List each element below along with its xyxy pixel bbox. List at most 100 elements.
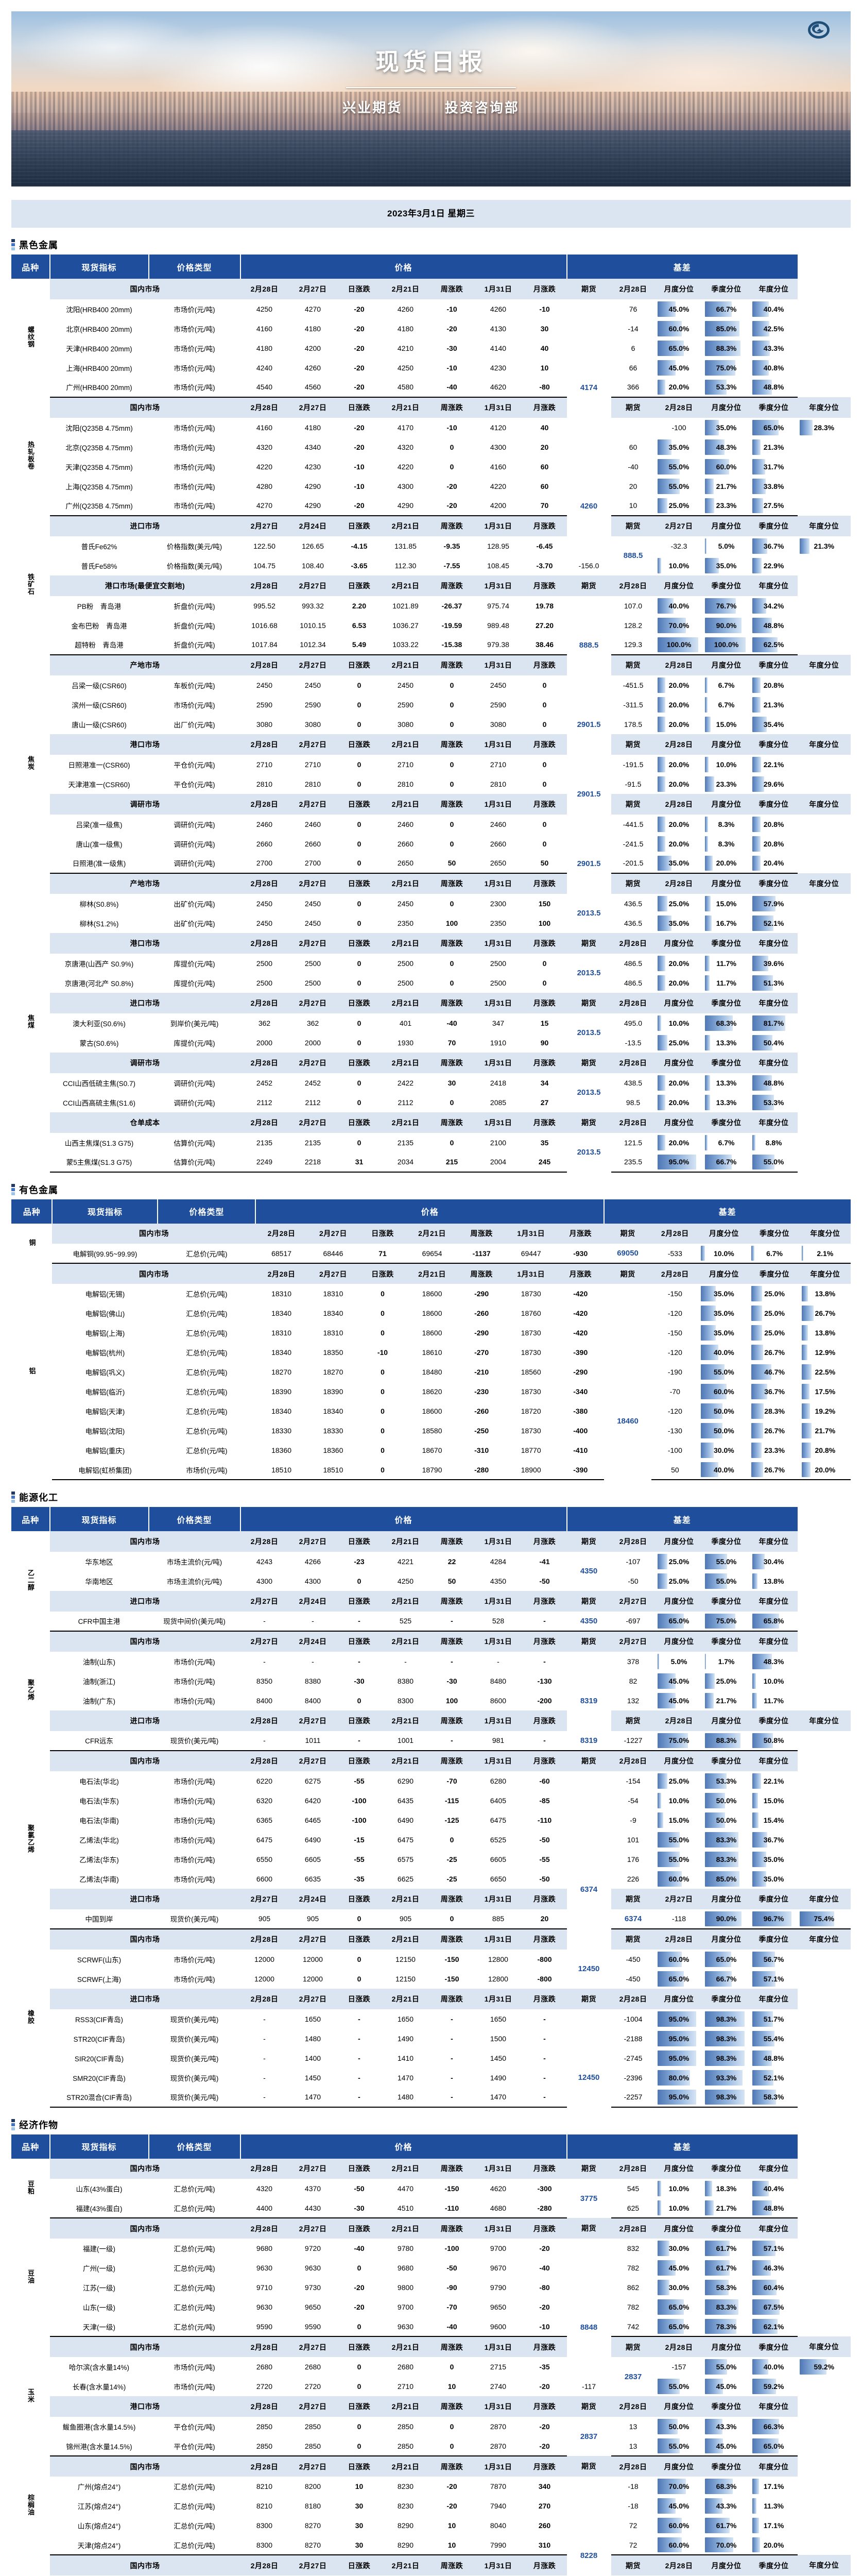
row-weekly-change: -310 [458, 1440, 505, 1460]
row-price-d2: 18350 [307, 1343, 359, 1362]
section-title-2: 能源化工 [11, 1490, 862, 1504]
row-daily-change: - [337, 2009, 382, 2029]
th-date-2: 日涨跌 [337, 1631, 382, 1652]
row-price-d3: 525 [382, 1612, 430, 1631]
th-year-quantile: 年度分位 [798, 1710, 851, 1731]
row-price-d3: 6575 [382, 1850, 430, 1869]
row-basis: 72 [611, 2516, 656, 2535]
th-quarter-quantile: 季度分位 [750, 516, 798, 536]
row-month-quantile: 20.0% [656, 973, 703, 993]
row-indicator: 沈阳(HRB400 20mm) [50, 299, 149, 319]
th-month-quantile: 月度分位 [656, 575, 703, 596]
row-quarter-quantile: 15.0% [703, 894, 750, 913]
row-quarter-quantile: 65.0% [750, 418, 798, 437]
row-month-quantile: 45.0% [656, 1691, 703, 1710]
row-weekly-change: -15.38 [430, 635, 474, 655]
variety-cell: 乙二醇 [12, 1531, 50, 1631]
row-indicator: 吕梁(准一级焦) [50, 815, 149, 834]
row-daily-change: 6.53 [337, 616, 382, 635]
th-futures: 期货 [567, 2396, 611, 2417]
row-futures-price: 4350 [567, 1552, 611, 1591]
row-monthly-change: 0 [523, 774, 567, 794]
row-price-d1: 905 [240, 1909, 289, 1929]
row-price-d4: 1650 [474, 2009, 523, 2029]
row-monthly-change: -300 [523, 2179, 567, 2198]
row-month-quantile: 15.0% [656, 1810, 703, 1830]
row-futures-empty [567, 299, 611, 319]
row-indicator: 电解铝(虹桥集团) [52, 1460, 158, 1480]
row-indicator: 电石法(华北) [50, 1771, 149, 1791]
th-date-5: 1月31日 [474, 516, 523, 536]
row-monthly-change: - [523, 1652, 567, 1671]
row-basis: 495.0 [611, 1013, 656, 1033]
th-date-6: 月涨跌 [523, 933, 567, 954]
row-month-quantile: 65.0% [656, 2317, 703, 2336]
th-date-5: 1月31日 [474, 1112, 523, 1133]
row-price-d2: 6420 [289, 1791, 337, 1810]
row-quarter-quantile: 43.3% [703, 2417, 750, 2436]
row-price-d3: 6490 [382, 1810, 430, 1830]
variety-cell: 热轧板卷 [12, 397, 50, 516]
row-quarter-quantile: 8.3% [703, 834, 750, 854]
row-basis: 742 [611, 2317, 656, 2336]
row-quarter-quantile: 45.0% [703, 2377, 750, 2396]
row-price-d1: - [240, 1731, 289, 1751]
row-price-d2: 4370 [289, 2179, 337, 2198]
th-date-4: 周涨跌 [430, 1710, 474, 1731]
th-month-quantile: 月度分位 [656, 1989, 703, 2009]
row-month-quantile: 45.0% [656, 358, 703, 378]
th-date-4: 周涨跌 [430, 397, 474, 418]
th-indicator: 现货指标 [50, 2134, 149, 2158]
row-price-d1: 18360 [255, 1440, 307, 1460]
row-futures-price: 4260 [567, 457, 611, 556]
th-date-2: 日涨跌 [337, 397, 382, 418]
th-date-6: 月涨跌 [523, 2336, 567, 2357]
row-price-type: 库提价(元/吨) [149, 1033, 240, 1053]
row-price-d2: 6605 [289, 1850, 337, 1869]
row-price-d3: 1036.27 [382, 616, 430, 635]
row-price-type: 汇总价(元/吨) [149, 2239, 240, 2258]
row-price-d3: 1490 [382, 2029, 430, 2048]
th-date-4: 周涨跌 [430, 655, 474, 675]
row-monthly-change: 35 [523, 1133, 567, 1153]
row-year-quantile: 48.3% [750, 1652, 798, 1671]
row-price-d4: 2715 [474, 2357, 523, 2377]
row-price-d2: 1470 [289, 2088, 337, 2107]
row-price-d2: 18340 [307, 1303, 359, 1323]
th-date-6: 月涨跌 [523, 1631, 567, 1652]
section-marker-icon [11, 2119, 15, 2130]
row-price-d3: 1033.22 [382, 635, 430, 655]
th-date-5: 1月31日 [474, 794, 523, 815]
row-monthly-change: -20 [523, 2297, 567, 2317]
th-year-quantile: 年度分位 [798, 873, 851, 894]
row-quarter-quantile: 85.0% [703, 319, 750, 338]
row-year-quantile: 40.8% [750, 358, 798, 378]
th-date-2: 日涨跌 [337, 1989, 382, 2009]
row-basis: -100 [651, 1440, 699, 1460]
row-price-d3: 9680 [382, 2258, 430, 2278]
row-month-quantile: 95.0% [656, 2029, 703, 2048]
row-basis: -14 [611, 319, 656, 338]
th-price-type: 价格类型 [149, 255, 240, 279]
th-date-5: 1月31日 [474, 1531, 523, 1552]
row-basis: 60 [611, 437, 656, 457]
row-price-d1: 995.52 [240, 596, 289, 616]
th-date-5: 1月31日 [474, 655, 523, 675]
th-date-2: 日涨跌 [337, 2555, 382, 2575]
row-year-quantile: 21.3% [750, 695, 798, 715]
row-price-type: 平仓价(元/吨) [149, 774, 240, 794]
row-year-quantile: 57.1% [750, 1969, 798, 1989]
row-price-type: 出矿价(元/吨) [149, 913, 240, 933]
th-date-5: 1月31日 [505, 1263, 557, 1284]
row-price-d4: 9700 [474, 2239, 523, 2258]
row-year-quantile: 2.1% [800, 1244, 850, 1263]
row-price-d4: 4120 [474, 418, 523, 437]
th-date-6: 月涨跌 [523, 279, 567, 299]
variety-cell: 豆油 [12, 2218, 50, 2336]
row-quarter-quantile: 66.7% [703, 1969, 750, 1989]
row-basis: -451.5 [611, 675, 656, 695]
row-price-d2: 4200 [289, 338, 337, 358]
